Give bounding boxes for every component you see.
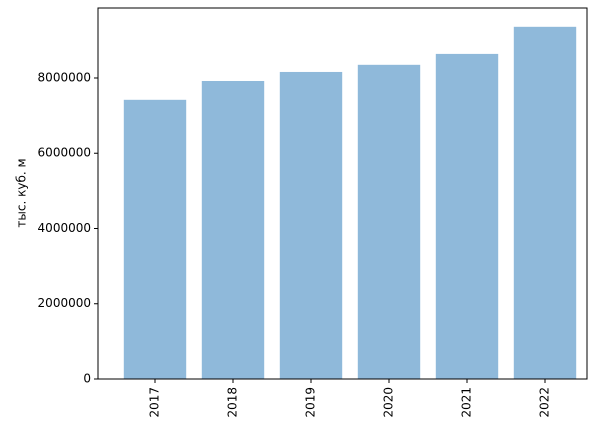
x-tick-label: 2018 [226, 387, 240, 418]
y-tick-label: 6000000 [38, 146, 91, 160]
bar [513, 26, 577, 380]
y-tick-label: 0 [83, 372, 91, 386]
y-tick-label: 2000000 [38, 296, 91, 310]
x-tick-label: 2019 [304, 387, 318, 418]
y-tick-label: 4000000 [38, 221, 91, 235]
bar [435, 53, 499, 380]
y-tick-label: 8000000 [38, 70, 91, 84]
bar [357, 64, 421, 379]
plot-frame [97, 7, 588, 380]
y-axis-label: тыс. куб. м [15, 158, 29, 227]
bar [201, 80, 265, 379]
x-tick-label: 2022 [538, 387, 552, 418]
x-tick-label: 2020 [382, 387, 396, 418]
x-tick-label: 2021 [460, 387, 474, 418]
bar [123, 99, 187, 380]
x-tick-label: 2017 [148, 387, 162, 418]
bar [279, 71, 343, 379]
